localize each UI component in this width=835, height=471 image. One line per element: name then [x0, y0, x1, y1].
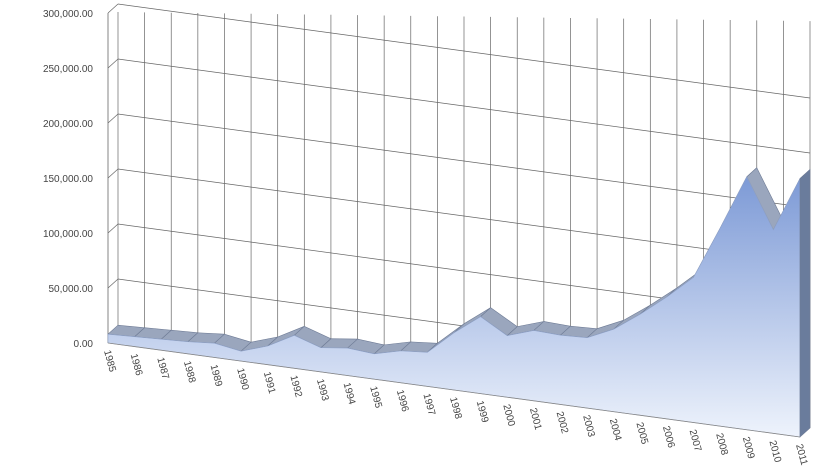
grid-line-side: [107, 223, 119, 234]
grid-line-side: [107, 58, 119, 69]
x-tick-label: 1996: [394, 389, 410, 414]
x-tick-label: 2002: [554, 410, 570, 435]
x-tick-label: 1992: [287, 374, 303, 399]
grid-line-horizontal: [117, 168, 811, 264]
y-tick-label: 0.00: [74, 339, 94, 350]
x-tick-label: 2000: [500, 403, 516, 428]
grid-line-side: [107, 113, 119, 124]
x-tick-label: 1999: [474, 400, 490, 425]
y-tick-label: 50,000.00: [49, 284, 94, 295]
x-tick-label: 1988: [181, 360, 197, 385]
x-tick-label: 1994: [341, 381, 357, 406]
x-tick-label: 1991: [261, 371, 277, 396]
x-tick-label: 2005: [633, 421, 649, 446]
y-tick-label: 150,000.00: [43, 174, 93, 185]
y-tick-label: 300,000.00: [43, 9, 93, 20]
area-end-cap: [799, 168, 811, 438]
axis-line-x: [107, 342, 801, 438]
y-tick-label: 100,000.00: [43, 229, 93, 240]
x-tick-label: 2009: [740, 436, 756, 461]
x-tick-label: 2011: [793, 443, 809, 467]
x-tick-label: 2003: [580, 414, 596, 439]
x-tick-label: 1997: [420, 392, 436, 417]
grid-line-side: [107, 3, 119, 14]
x-tick-label: 2010: [766, 439, 782, 464]
area-front-face: [107, 176, 801, 438]
x-tick-label: 1998: [447, 396, 463, 421]
x-tick-label: 1993: [314, 378, 330, 403]
grid-line-horizontal: [117, 58, 811, 154]
x-tick-label: 1995: [367, 385, 383, 410]
x-tick-label: 1990: [234, 367, 250, 392]
x-tick-label: 1989: [208, 363, 224, 388]
y-axis-tick-labels: 0.00 50,000.00 100,000.00 150,000.00 200,000…: [43, 9, 93, 350]
y-tick-label: 200,000.00: [43, 119, 93, 130]
x-tick-label: 1985: [101, 349, 117, 374]
x-tick-label: 2001: [527, 407, 543, 432]
x-tick-label: 2004: [607, 418, 623, 443]
grid-line-side: [107, 168, 119, 179]
y-tick-label: 250,000.00: [43, 64, 93, 75]
grid-line-horizontal: [117, 3, 811, 99]
x-tick-label: 2006: [660, 425, 676, 450]
area-series: [107, 167, 811, 438]
grid-line-horizontal: [117, 113, 811, 209]
x-tick-label: 2007: [687, 428, 703, 453]
grid-line-side: [107, 278, 119, 289]
x-tick-label: 1986: [128, 353, 144, 378]
x-tick-label: 1987: [154, 356, 170, 381]
x-tick-label: 2008: [713, 432, 729, 457]
